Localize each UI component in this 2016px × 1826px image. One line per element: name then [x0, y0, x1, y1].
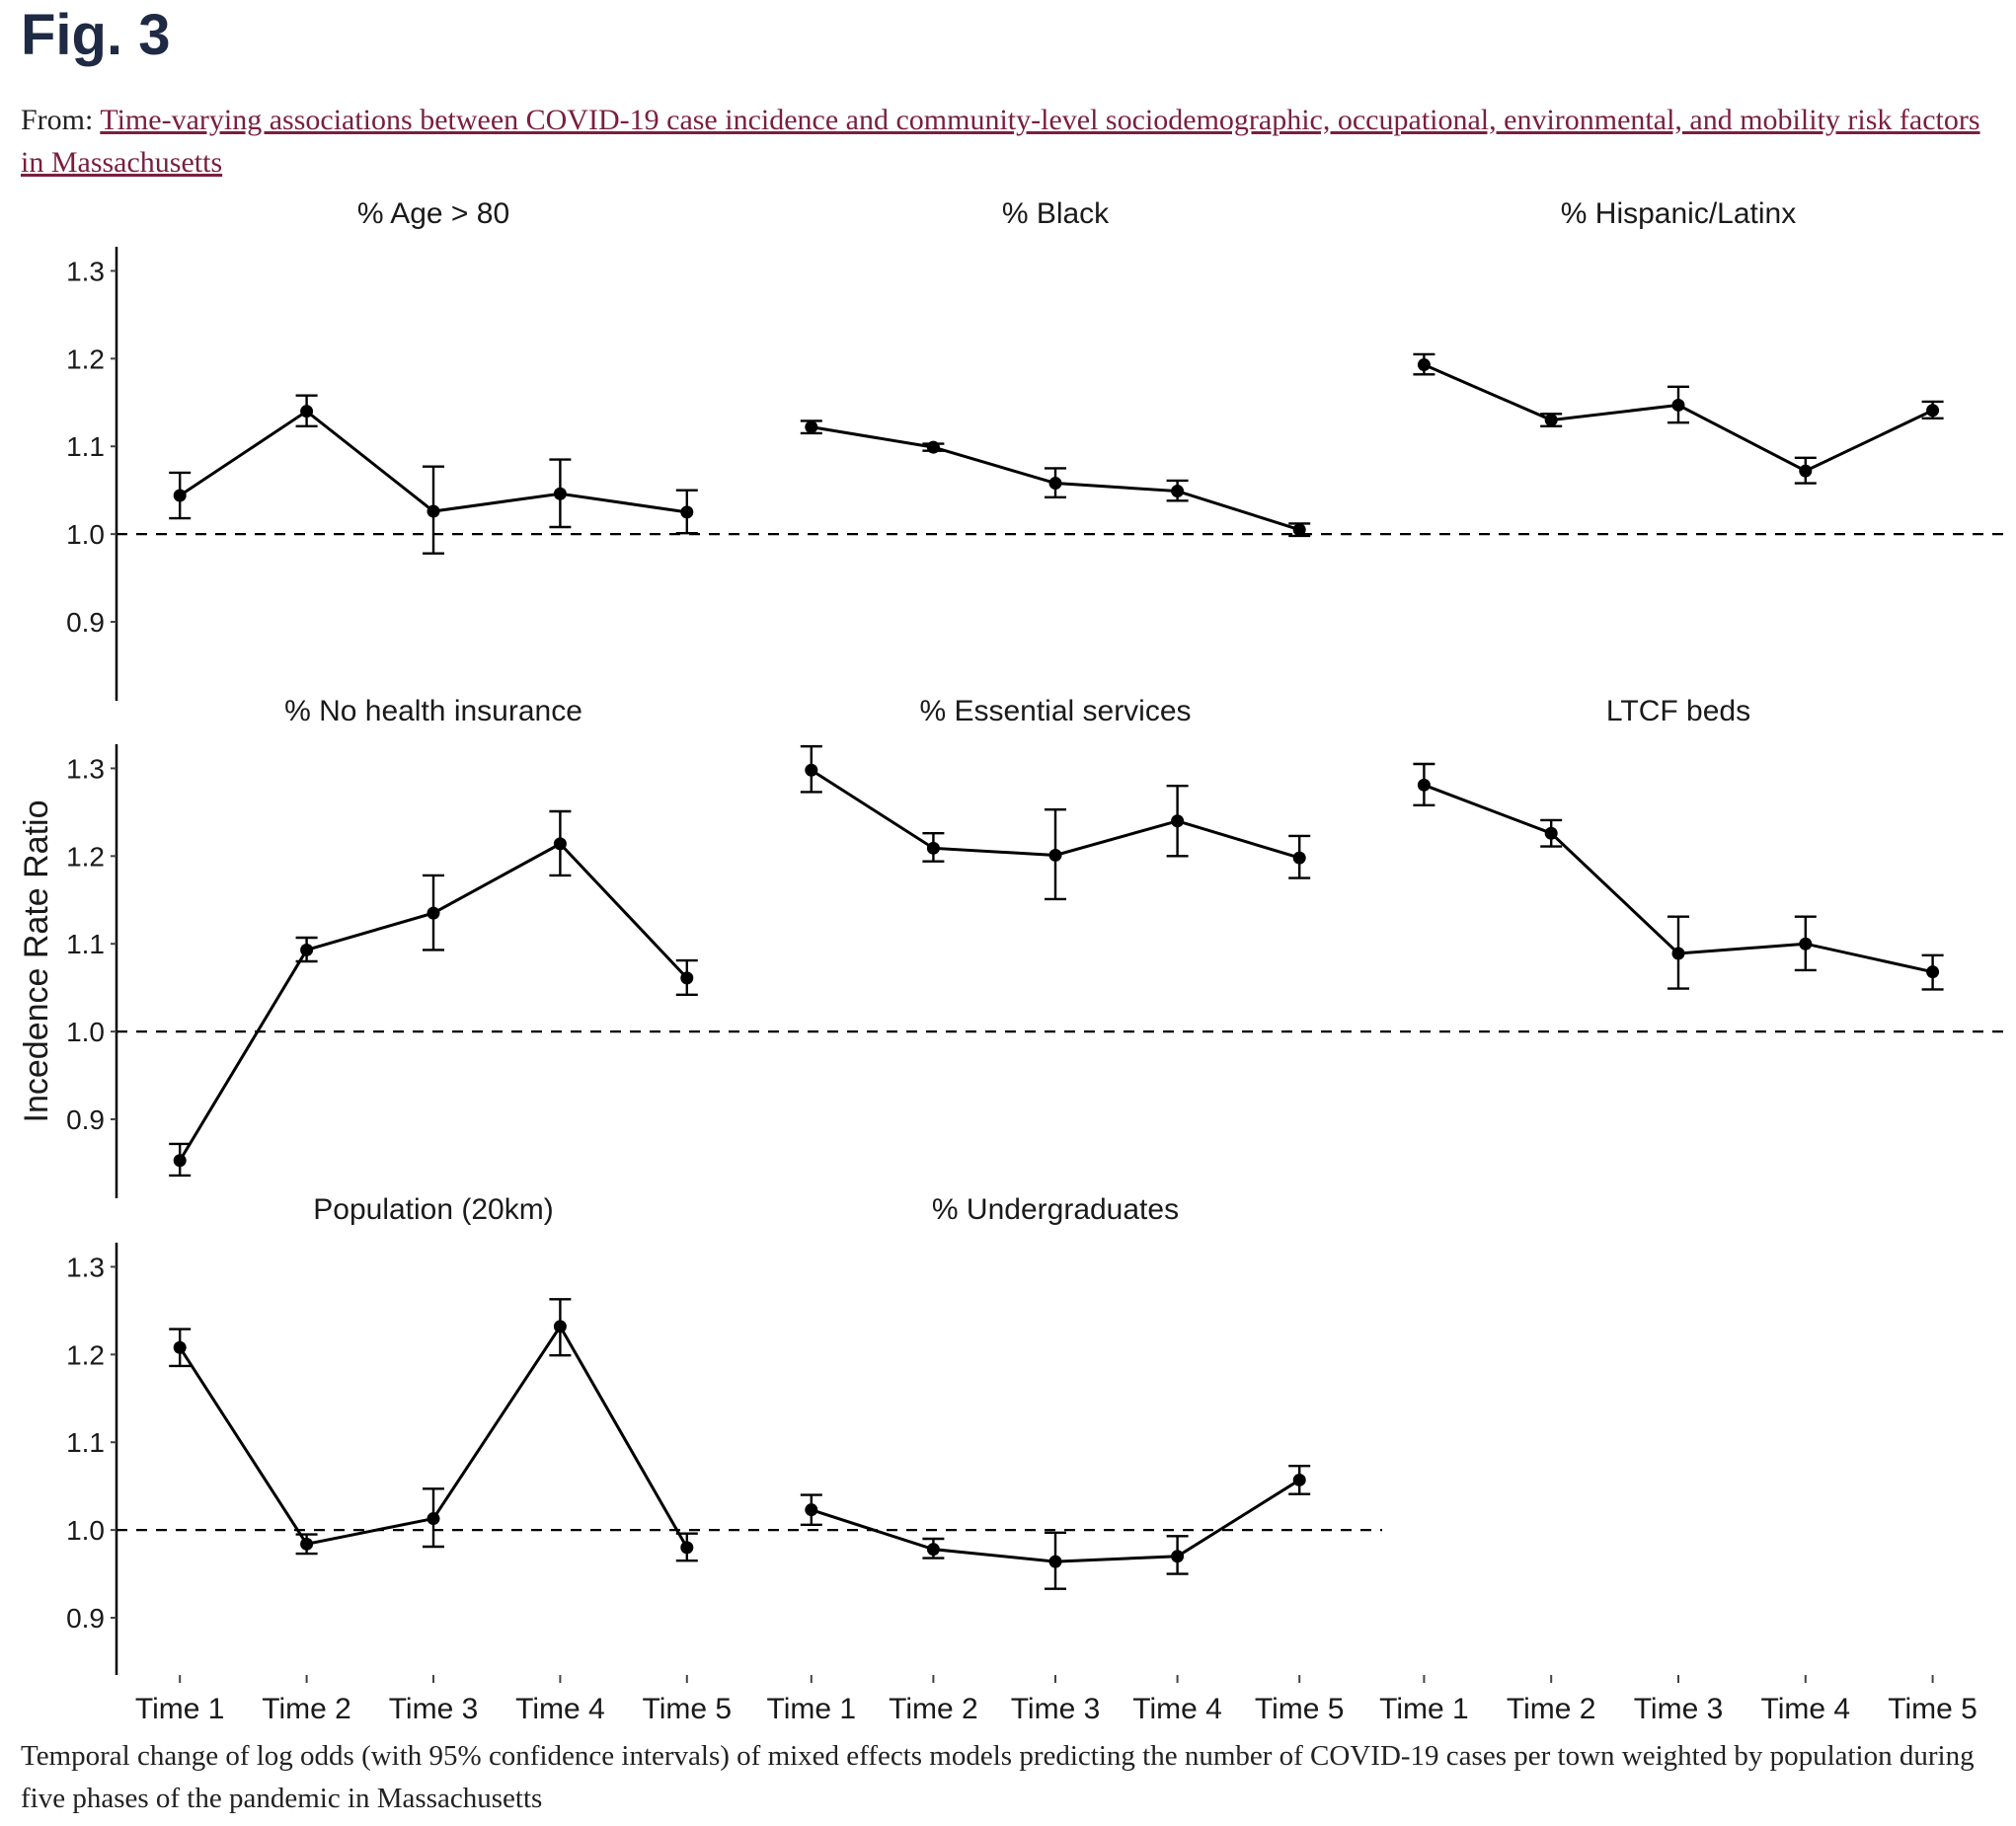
data-point: [173, 1340, 187, 1354]
y-tick-label: 1.1: [66, 1427, 105, 1458]
data-point: [805, 763, 818, 777]
data-point: [1048, 848, 1062, 862]
x-tick-label: Time 3: [1011, 1693, 1101, 1725]
x-tick-label: Time 1: [1379, 1693, 1469, 1725]
data-point: [1292, 523, 1306, 537]
article-link[interactable]: Time-varying associations between COVID-…: [21, 104, 1980, 179]
panel-title: Population (20km): [313, 1193, 553, 1226]
data-point: [553, 1320, 567, 1333]
data-point: [926, 1543, 940, 1557]
x-tick-label: Time 2: [1507, 1693, 1596, 1725]
y-tick-label: 0.9: [66, 1104, 105, 1135]
y-tick-label: 1.2: [66, 1339, 105, 1370]
figure-title: Fig. 3: [21, 3, 171, 67]
data-point: [1171, 1550, 1185, 1563]
faceted-chart: Incedence Rate Ratio 0.9 1.0 1.1 1.2 1.3 0.9 1.…: [18, 197, 2004, 1725]
x-tick-label: Time 1: [135, 1693, 225, 1725]
data-point: [805, 1503, 818, 1517]
data-point: [680, 1541, 694, 1555]
data-point: [553, 837, 567, 851]
y-tick-label: 1.3: [66, 753, 105, 784]
x-tick-label: Time 5: [1888, 1693, 1977, 1725]
data-point: [553, 487, 567, 500]
y-tick-label: 1.0: [66, 1017, 105, 1047]
data-point: [300, 943, 314, 956]
y-tick-label: 1.3: [66, 1252, 105, 1282]
y-tick-label: 1.0: [66, 519, 105, 550]
data-point: [1048, 1555, 1062, 1568]
data-point: [1799, 937, 1813, 951]
x-tick-label: Time 2: [262, 1693, 351, 1725]
panel-title: % Hispanic/Latinx: [1561, 197, 1796, 230]
data-point: [680, 971, 694, 985]
y-tick-label: 1.1: [66, 929, 105, 959]
x-tick-label: Time 3: [1634, 1693, 1724, 1725]
y-tick-label: 1.0: [66, 1515, 105, 1546]
data-point: [926, 841, 940, 855]
panel-title: % Undergraduates: [932, 1193, 1179, 1226]
y-tick-label: 1.2: [66, 343, 105, 374]
y-tick-label: 0.9: [66, 607, 105, 638]
y-tick-label: 1.3: [66, 256, 105, 286]
data-point: [1671, 947, 1685, 960]
x-tick-label: Time 2: [889, 1693, 978, 1725]
data-point: [1171, 485, 1185, 498]
source-line: From: Time-varying associations between …: [21, 99, 1995, 184]
data-point: [173, 489, 187, 502]
data-point: [680, 505, 694, 519]
data-point: [805, 420, 818, 434]
x-tick-label: Time 5: [1255, 1693, 1345, 1725]
panel-title: % Age > 80: [357, 197, 509, 230]
from-prefix: From:: [21, 104, 94, 136]
figure-caption: Temporal change of log odds (with 95% co…: [21, 1740, 1975, 1814]
y-tick-label: 1.1: [66, 431, 105, 462]
data-point: [426, 906, 440, 920]
data-point: [1292, 851, 1306, 865]
data-point: [1292, 1473, 1306, 1486]
data-point: [1544, 414, 1558, 427]
x-tick-label: Time 4: [1761, 1693, 1851, 1725]
y-tick-label: 0.9: [66, 1603, 105, 1634]
data-point: [1417, 358, 1431, 372]
data-point: [1926, 965, 1940, 979]
x-tick-label: Time 5: [643, 1693, 733, 1725]
data-point: [300, 1537, 314, 1551]
y-axis-title: Incedence Rate Ratio: [18, 800, 55, 1123]
panel-title: % Black: [1002, 197, 1110, 230]
x-tick-label: Time 1: [767, 1693, 857, 1725]
data-point: [426, 504, 440, 518]
panel-title: LTCF beds: [1606, 695, 1750, 727]
x-tick-label: Time 3: [389, 1693, 479, 1725]
panel-title: % No health insurance: [284, 695, 582, 727]
data-point: [173, 1154, 187, 1168]
data-point: [1671, 398, 1685, 412]
data-point: [1799, 464, 1813, 478]
x-tick-label: Time 4: [1132, 1693, 1222, 1725]
data-point: [1926, 404, 1940, 418]
data-point: [1417, 778, 1431, 792]
data-point: [1171, 814, 1185, 828]
data-point: [300, 405, 314, 418]
data-point: [1544, 826, 1558, 840]
x-tick-label: Time 4: [515, 1693, 605, 1725]
data-point: [426, 1512, 440, 1526]
data-point: [926, 440, 940, 454]
y-tick-label: 1.2: [66, 841, 105, 872]
panel-title: % Essential services: [919, 695, 1191, 727]
data-point: [1048, 477, 1062, 491]
